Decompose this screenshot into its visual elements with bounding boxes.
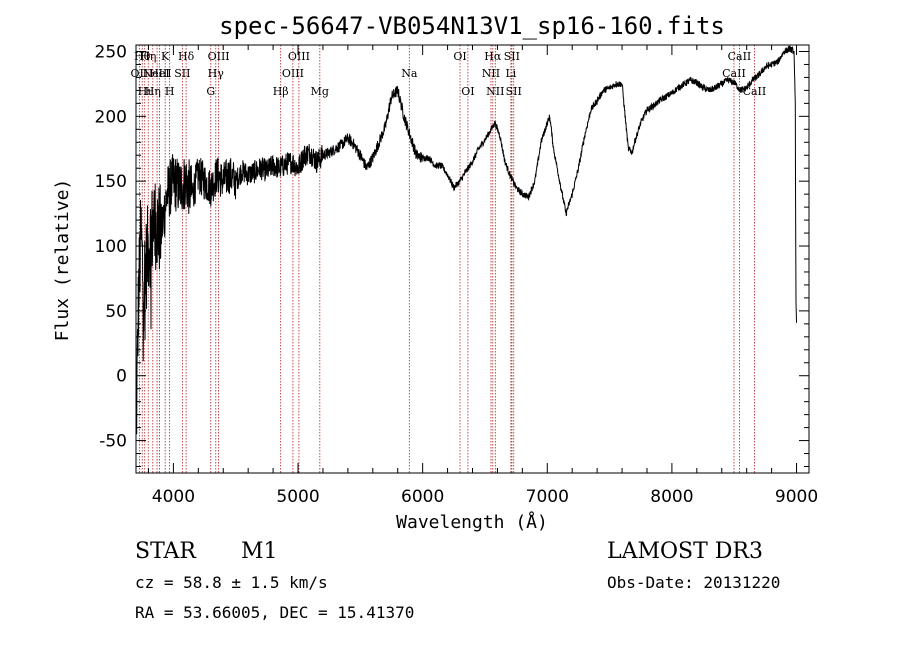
y-tick-label: 100 bbox=[95, 237, 127, 257]
spectral-line-label: NeIII bbox=[142, 67, 171, 80]
y-tick-label: 0 bbox=[116, 367, 127, 387]
spectral-line-label: CaII bbox=[728, 50, 752, 63]
object-class: STAR bbox=[135, 539, 196, 564]
x-tick-label: 7000 bbox=[526, 487, 569, 507]
spectral-line-label: Hθ bbox=[134, 50, 151, 63]
spectral-line-label: K bbox=[161, 50, 170, 63]
spectral-line-label: SII bbox=[174, 67, 190, 80]
x-axis-label: Wavelength (Å) bbox=[396, 511, 548, 533]
spectral-line-label: NII bbox=[482, 67, 500, 80]
y-tick-label: 200 bbox=[95, 107, 127, 127]
spectral-line-label: OII bbox=[131, 67, 149, 80]
spectral-line-label: Hα bbox=[484, 50, 502, 63]
spectral-line-label: Hη bbox=[145, 85, 161, 98]
y-tick-label: 250 bbox=[95, 42, 127, 62]
coordinates: RA = 53.66005, DEC = 15.41370 bbox=[135, 603, 415, 622]
spectral-line-label: OI bbox=[461, 85, 474, 98]
spectral-line-label: OIII bbox=[208, 50, 230, 63]
y-tick-label: -50 bbox=[99, 432, 127, 452]
spectral-line-label: OI bbox=[453, 50, 466, 63]
y-tick-label: 150 bbox=[95, 172, 127, 192]
chart-title: spec-56647-VB054N13V1_sp16-160.fits bbox=[219, 12, 725, 40]
spectral-line-label: SII bbox=[504, 50, 520, 63]
spectral-line-label: Hβ bbox=[273, 85, 289, 98]
spectral-line-label: Hη bbox=[140, 50, 156, 63]
spectral-line-label: Hδ bbox=[178, 50, 195, 63]
x-tick-label: 5000 bbox=[276, 487, 319, 507]
spectral-line-label: Hγ bbox=[208, 67, 225, 80]
spectral-line-markers bbox=[138, 45, 755, 473]
spectral-line-label: Hι bbox=[138, 85, 152, 98]
spectral-line-label: CaII bbox=[743, 85, 767, 98]
spectral-line-label: H bbox=[165, 85, 175, 98]
redshift-value: cz = 58.8 ± 1.5 km/s bbox=[135, 573, 328, 592]
x-tick-label: 6000 bbox=[401, 487, 444, 507]
plot-frame bbox=[135, 44, 810, 474]
spectral-line-label: Li bbox=[505, 67, 516, 80]
object-subclass: M1 bbox=[241, 539, 278, 564]
spectral-line-label: CaII bbox=[722, 67, 746, 80]
x-tick-label: 4000 bbox=[152, 487, 195, 507]
spectral-line-labels: OIIHθHιHηHηNeIIIHeIKHSIIHδGHγOIIIHβOIIIO… bbox=[131, 50, 767, 98]
y-axis: -50 0 50 100 150 200 250 bbox=[95, 42, 809, 468]
y-tick-label: 50 bbox=[105, 302, 127, 322]
spectral-line-label: HeI bbox=[149, 67, 169, 80]
observation-date: Obs-Date: 20131220 bbox=[607, 573, 781, 592]
x-axis: 4000 5000 6000 7000 8000 9000 bbox=[147, 45, 818, 507]
x-tick-label: 9000 bbox=[775, 487, 818, 507]
spectral-line-label: OIII bbox=[282, 67, 304, 80]
spectral-line-label: NII bbox=[486, 85, 504, 98]
spectrum-line bbox=[135, 45, 797, 435]
spectral-line-label: SII bbox=[506, 85, 522, 98]
y-axis-label: Flux (relative) bbox=[52, 179, 73, 342]
spectral-line-label: G bbox=[206, 85, 215, 98]
survey-name: LAMOST DR3 bbox=[607, 539, 763, 564]
spectral-line-label: OIII bbox=[288, 50, 310, 63]
x-tick-label: 8000 bbox=[650, 487, 693, 507]
spectral-line-label: Na bbox=[401, 67, 418, 80]
spectral-line-label: Mg bbox=[311, 85, 329, 98]
